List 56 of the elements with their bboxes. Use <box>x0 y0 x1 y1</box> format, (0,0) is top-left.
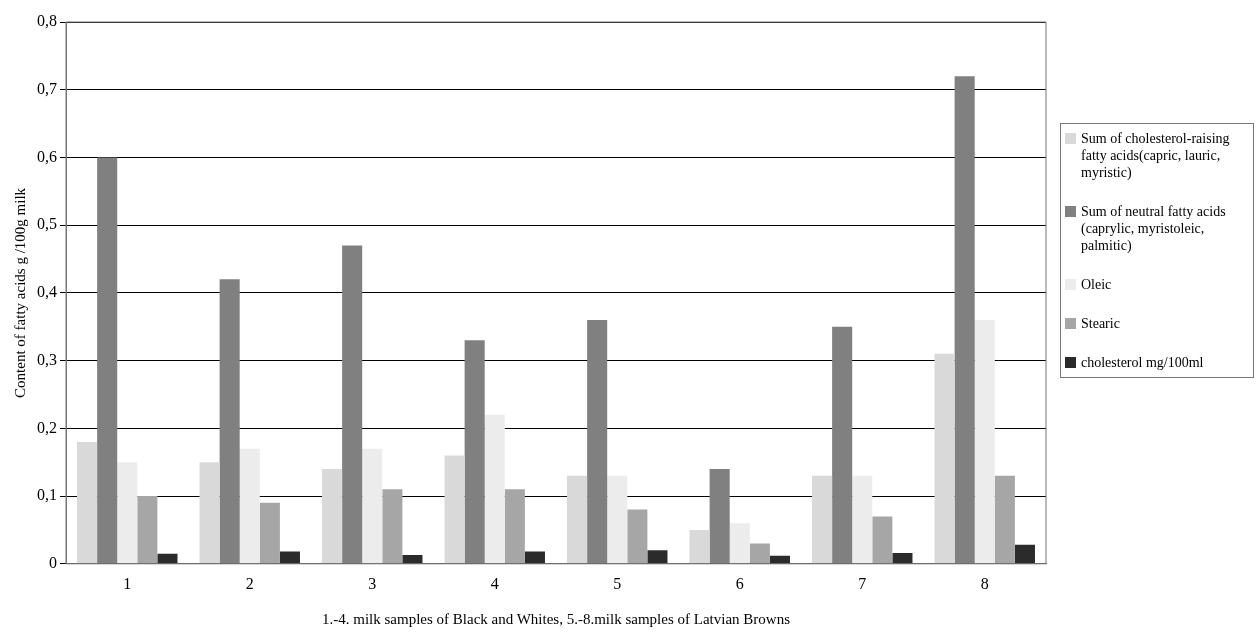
bar <box>994 475 1015 564</box>
bar <box>484 414 505 564</box>
bar <box>504 489 525 564</box>
bar <box>1014 544 1035 564</box>
bar <box>729 523 750 564</box>
y-tick-label: 0,8 <box>37 12 57 30</box>
y-tick-label: 0,7 <box>37 79 57 97</box>
bar <box>852 475 873 564</box>
bar <box>259 502 280 564</box>
x-tick-label: 6 <box>735 574 744 592</box>
x-tick-label: 4 <box>490 574 499 592</box>
bar <box>974 319 995 564</box>
bar <box>239 448 260 564</box>
y-axis-title: Content of fatty acids g /100g milk <box>11 187 28 398</box>
bar <box>627 509 648 564</box>
x-tick-label: 7 <box>858 574 867 592</box>
y-tick-label: 0,3 <box>37 350 57 368</box>
x-axis-title: 1.-4. milk samples of Black and Whites, 5.-8.milk samples of Latvian Browns <box>322 610 791 627</box>
bar <box>444 455 465 564</box>
bar <box>567 475 588 564</box>
bar <box>689 529 710 564</box>
y-tick-label: 0 <box>49 554 57 571</box>
bar <box>157 553 178 564</box>
y-tick-label: 0,1 <box>37 486 57 504</box>
bar <box>647 550 668 564</box>
legend-label: Sum of neutral fatty acids (caprylic, myristoleic, palmitic) <box>1081 203 1227 254</box>
legend-label: Sum of cholesterol-raising fatty acids(capric, lauric, myristic) <box>1081 130 1231 181</box>
bar <box>524 551 545 564</box>
bar <box>749 543 770 564</box>
bar <box>382 489 403 564</box>
bar <box>137 496 158 564</box>
bar <box>322 468 343 564</box>
bar <box>199 462 220 564</box>
legend-label: Oleic <box>1081 276 1112 293</box>
bar <box>77 441 98 564</box>
y-tick-label: 0,4 <box>37 283 57 301</box>
bar <box>362 448 383 564</box>
x-tick-label: 1 <box>123 574 132 592</box>
bar <box>769 555 790 564</box>
bar <box>872 516 893 564</box>
bar <box>117 462 138 564</box>
y-tick-label: 0,5 <box>37 215 57 233</box>
x-tick-label: 3 <box>368 574 377 592</box>
bar <box>892 552 913 564</box>
bar <box>934 353 955 564</box>
bar <box>279 551 300 564</box>
x-tick-label: 8 <box>980 574 989 592</box>
bar <box>402 555 423 564</box>
y-tick-label: 0,2 <box>37 418 57 436</box>
x-tick-label: 2 <box>245 574 254 592</box>
bar <box>607 475 628 564</box>
x-tick-label: 5 <box>613 574 622 592</box>
bar <box>812 475 833 564</box>
legend-label: cholesterol mg/100ml <box>1081 354 1204 371</box>
legend-label: Stearic <box>1081 315 1120 332</box>
y-tick-label: 0,6 <box>37 147 57 165</box>
